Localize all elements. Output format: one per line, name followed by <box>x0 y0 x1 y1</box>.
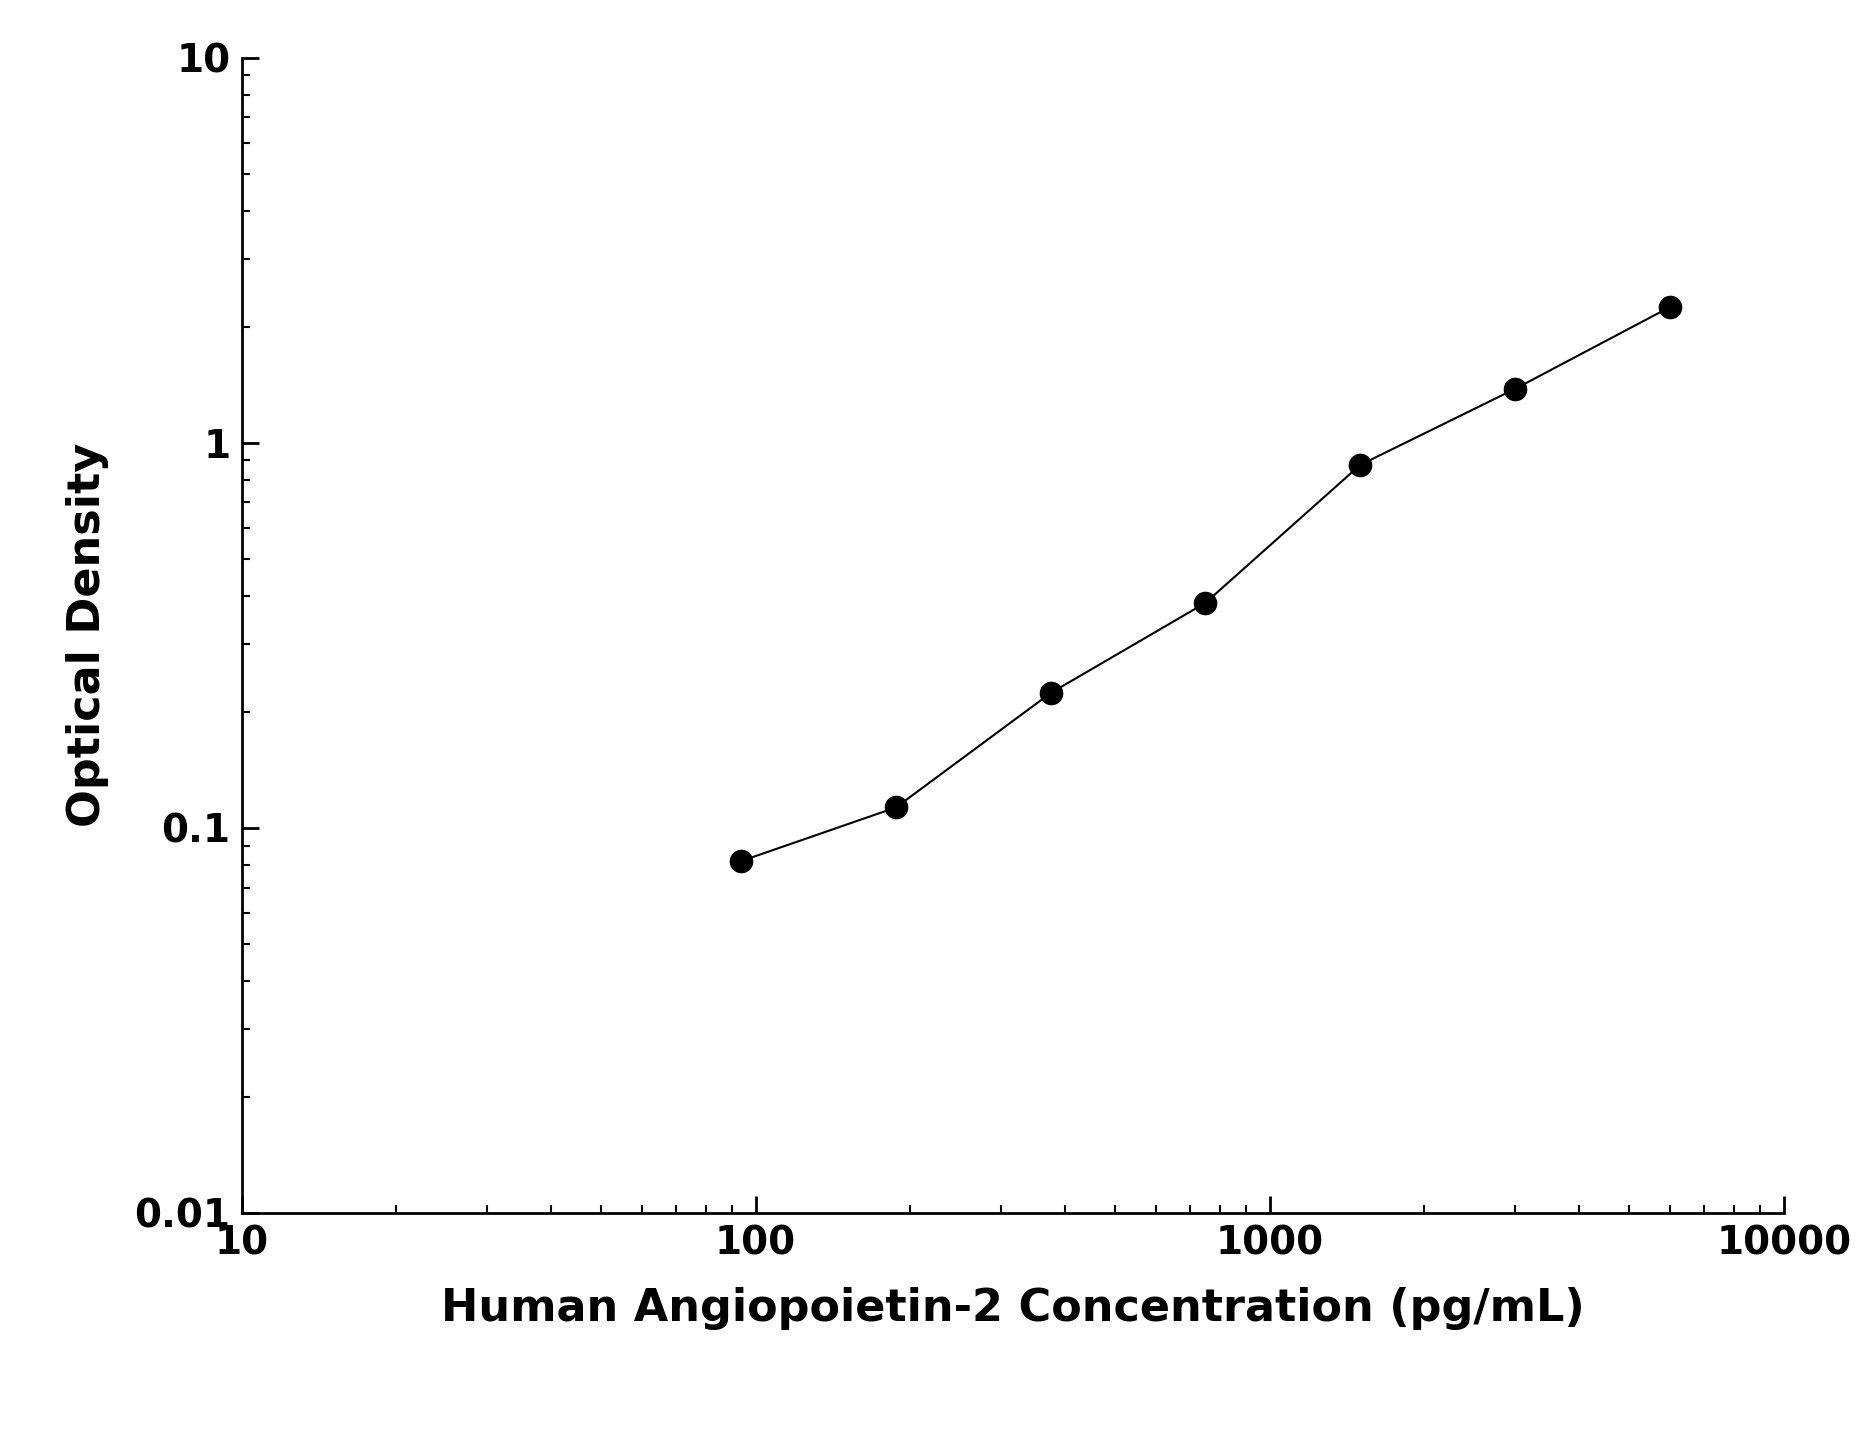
Point <box>726 849 756 872</box>
Point <box>880 796 910 819</box>
Point <box>1034 682 1064 705</box>
Point <box>1344 453 1374 477</box>
Point <box>1190 592 1220 615</box>
X-axis label: Human Angiopoietin-2 Concentration (pg/mL): Human Angiopoietin-2 Concentration (pg/m… <box>440 1287 1584 1330</box>
Point <box>1655 296 1684 319</box>
Y-axis label: Optical Density: Optical Density <box>67 443 110 827</box>
Point <box>1499 377 1528 400</box>
